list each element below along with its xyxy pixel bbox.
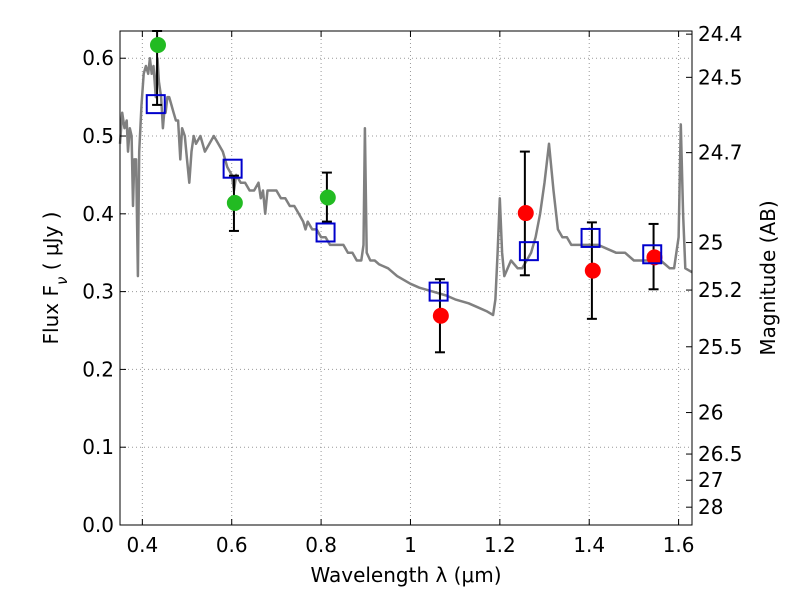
data-point-circle <box>646 249 663 266</box>
model-point-square <box>518 241 539 262</box>
model-point-square <box>642 244 663 265</box>
model-point-square <box>580 227 601 248</box>
data-point-circle <box>149 37 166 54</box>
model-point-square <box>428 281 449 302</box>
mag-tick-label: 27 <box>698 468 723 492</box>
mag-tick-label: 26 <box>698 401 723 425</box>
x-tick-label: 0.4 <box>126 533 158 557</box>
y-tick-label: 0.5 <box>82 124 114 148</box>
axis-ticks: 0.4 0.6 0.8 1 1.2 1.4 1.6 0.0 0.1 0.2 0.3 0.4 0.5 0.6… <box>82 22 742 557</box>
error-bars <box>152 30 659 354</box>
x-tick-label: 1.6 <box>663 533 695 557</box>
right-axis-label: Magnitude (AB) <box>756 200 780 355</box>
x-axis-label: Wavelength λ (μm) <box>310 563 501 587</box>
mag-tick-label: 25.5 <box>698 335 743 359</box>
model-point-square <box>222 158 243 179</box>
grid-lines <box>120 31 692 526</box>
mag-tick-label: 24.4 <box>698 22 743 46</box>
x-tick-label: 0.6 <box>216 533 248 557</box>
data-point-circle <box>226 194 243 211</box>
model-point-square <box>145 94 166 115</box>
y-tick-label: 0.1 <box>82 435 114 459</box>
y-axis-label: Flux Fν ( μJy ) <box>39 212 71 345</box>
y-tick-label: 0.2 <box>82 357 114 381</box>
mag-tick-label: 26.5 <box>698 442 743 466</box>
y-tick-label: 0.0 <box>82 513 114 537</box>
plot-frame <box>119 30 693 526</box>
data-point-circle <box>517 205 534 222</box>
data-point-circle <box>432 307 449 324</box>
x-tick-label: 1.2 <box>484 533 516 557</box>
data-point-circle <box>319 189 336 206</box>
x-tick-label: 1 <box>404 533 417 557</box>
mag-tick-label: 24.7 <box>698 141 743 165</box>
model-spectrum <box>118 56 693 317</box>
y-tick-label: 0.3 <box>82 280 114 304</box>
mag-tick-label: 28 <box>698 495 723 519</box>
y-tick-label: 0.4 <box>82 202 114 226</box>
model-point-square <box>315 222 336 243</box>
mag-tick-label: 25 <box>698 231 723 255</box>
x-tick-label: 1.4 <box>573 533 605 557</box>
model-spectrum-line <box>118 56 693 317</box>
data-points <box>145 37 663 324</box>
mag-tick-label: 25.2 <box>698 278 743 302</box>
data-point-circle <box>584 262 601 279</box>
y-tick-label: 0.6 <box>82 46 114 70</box>
mag-tick-label: 24.5 <box>698 65 743 89</box>
x-tick-label: 0.8 <box>305 533 337 557</box>
